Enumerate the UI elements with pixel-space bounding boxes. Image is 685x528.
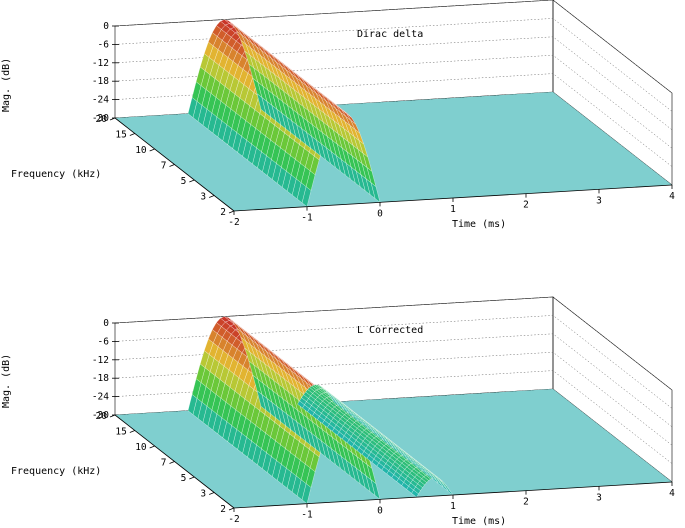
y-tick-label: 20	[96, 114, 108, 125]
z-gridline	[114, 54, 673, 149]
y-tick	[189, 476, 195, 480]
ridge-0-patch	[256, 390, 267, 411]
y-tick-label: 7	[161, 458, 167, 469]
surface-layer: 0 -6 -12 -18 -24 -30 -2 -1 0 1 2 3 4 2 3 5 7 10 15 20	[92, 296, 675, 525]
y-tick-label: 15	[115, 427, 126, 438]
y-tick	[169, 164, 175, 167]
x-axis-label: Time (ms)	[452, 516, 506, 527]
y-tick-label: 2	[220, 207, 226, 218]
y-tick-label: 10	[135, 145, 147, 156]
y-tick-label: 3	[200, 192, 206, 203]
z-tick-label: -18	[92, 373, 109, 384]
y-tick	[109, 117, 116, 121]
y-tick-label: 2	[220, 504, 226, 515]
z-gridline	[114, 0, 673, 94]
y-tick	[169, 461, 175, 464]
z-tick-label: -30	[92, 410, 109, 421]
z-gridline	[114, 73, 673, 167]
z-axis-label: Mag. (dB)	[1, 354, 12, 408]
y-tick	[149, 148, 155, 152]
y-tick	[109, 414, 116, 418]
chart-title: L Corrected	[357, 325, 423, 336]
y-tick-label: 10	[135, 442, 147, 453]
z-tick-label: -24	[92, 392, 109, 403]
surface-plot-dirac-delta: 0 -6 -12 -18 -24 -30 -2 -1 0 1 2 3 4 2 3 5 7 10 15 20 Dirac…	[1, 0, 675, 230]
y-tick-label: 5	[181, 176, 187, 187]
x-tick-label: 0	[377, 505, 383, 516]
z-gridline	[114, 18, 673, 112]
z-tick-label: -12	[92, 355, 109, 366]
surface-layer: 0 -6 -12 -18 -24 -30 -2 -1 0 1 2 3 4 2 3 5 7 10 15 20	[92, 0, 675, 228]
y-tick-label: 5	[181, 473, 187, 484]
x-tick-label: -1	[301, 213, 313, 224]
z-gridline	[114, 315, 673, 409]
x-tick-label: 0	[377, 208, 383, 219]
y-tick	[209, 195, 215, 198]
z-tick-label: -30	[92, 113, 109, 124]
surface-plot-l-corrected: 0 -6 -12 -18 -24 -30 -2 -1 0 1 2 3 4 2 3 5 7 10 15 20 L Cor…	[1, 296, 675, 527]
y-tick-label: 3	[200, 489, 206, 500]
x-tick-label: 1	[450, 204, 456, 215]
side-wall	[552, 0, 673, 186]
y-tick	[228, 210, 235, 214]
z-tick-label: -6	[98, 336, 110, 347]
y-tick	[209, 492, 215, 495]
z-tick-label: 0	[103, 318, 109, 329]
x-tick-label: -1	[301, 510, 313, 521]
y-tick-label: 20	[96, 411, 108, 422]
z-gridline	[114, 296, 673, 391]
z-tick-label: -12	[92, 58, 109, 69]
x-tick-label: 2	[523, 497, 529, 508]
x-tick-label: 3	[596, 492, 602, 503]
x-tick-label: 4	[669, 488, 675, 499]
z-tick-label: -18	[92, 76, 109, 87]
y-tick-label: 7	[161, 161, 167, 172]
x-tick-label: 3	[596, 195, 602, 206]
z-gridline	[114, 370, 673, 464]
y-axis-label: Frequency (kHz)	[11, 169, 101, 180]
z-gridline	[114, 351, 673, 446]
z-gridline	[114, 333, 673, 427]
x-axis-label: Time (ms)	[452, 219, 506, 230]
back-wall	[114, 0, 554, 119]
x-tick-label: 4	[669, 191, 675, 202]
x-tick-label: -2	[228, 514, 239, 525]
x-tick-label: -2	[228, 217, 239, 228]
x-tick-label: 2	[523, 200, 529, 211]
y-axis-label: Frequency (kHz)	[11, 466, 101, 477]
z-gridline	[114, 36, 673, 130]
y-tick	[228, 507, 235, 511]
y-tick	[149, 445, 155, 449]
z-tick-label: 0	[103, 21, 109, 32]
ridge-1-patch	[331, 398, 340, 406]
z-tick-label: -24	[92, 95, 109, 106]
y-tick	[189, 179, 195, 183]
y-tick	[129, 430, 135, 433]
y-tick-label: 15	[115, 130, 126, 141]
chart-title: Dirac delta	[357, 29, 423, 40]
x-tick-label: 1	[450, 501, 456, 512]
y-tick	[129, 133, 135, 136]
ridge-0-patch	[256, 93, 267, 114]
z-tick-label: -6	[98, 39, 110, 50]
z-axis-label: Mag. (dB)	[1, 58, 12, 112]
